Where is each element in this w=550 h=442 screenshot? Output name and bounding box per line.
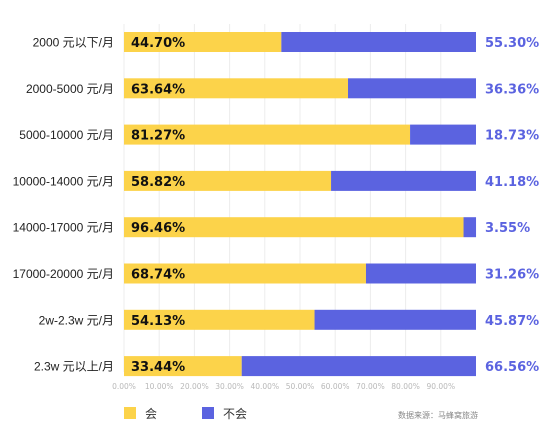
category-label: 5000-10000 元/月 <box>19 128 114 142</box>
bar-no <box>410 124 476 145</box>
x-tick-label: 80.00% <box>391 382 420 391</box>
data-label-yes: 44.70% <box>131 36 185 51</box>
bar-yes <box>124 217 464 238</box>
data-label-yes: 58.82% <box>131 175 185 190</box>
legend: 会 不会 <box>124 407 247 421</box>
category-label: 2000-5000 元/月 <box>26 82 114 96</box>
bar-no <box>281 32 476 52</box>
data-label-no: 45.87% <box>485 314 539 329</box>
bar-yes <box>124 356 242 377</box>
x-tick-label: 40.00% <box>250 382 279 391</box>
category-label: 2.3w 元以上/月 <box>34 360 114 374</box>
bar-no <box>331 170 476 191</box>
data-label-yes: 68.74% <box>131 268 185 283</box>
data-label-yes: 33.44% <box>131 360 185 375</box>
bar-no <box>365 263 476 284</box>
x-tick-label: 90.00% <box>426 382 455 391</box>
data-label-yes: 63.64% <box>131 82 185 97</box>
bar-yes <box>124 32 282 52</box>
bar-yes <box>124 78 349 99</box>
bar-no <box>348 78 476 99</box>
data-label-no: 41.18% <box>485 175 539 190</box>
data-label-yes: 54.13% <box>131 314 185 329</box>
bar-yes <box>124 263 366 284</box>
category-label: 2w-2.3w 元/月 <box>39 313 114 327</box>
x-tick-label: 30.00% <box>215 382 244 391</box>
bars <box>124 32 477 377</box>
data-label-no: 66.56% <box>485 360 539 375</box>
category-label: 17000-20000 元/月 <box>13 267 114 281</box>
x-tick-label: 50.00% <box>286 382 315 391</box>
legend-swatch-no <box>202 407 214 419</box>
data-label-yes: 96.46% <box>131 221 185 236</box>
bar-yes <box>124 309 315 330</box>
data-label-no: 36.36% <box>485 82 539 97</box>
x-tick-label: 0.00% <box>112 382 136 391</box>
bar-no <box>241 356 476 377</box>
bar-yes <box>124 124 411 145</box>
bar-no <box>463 217 477 238</box>
bar-no <box>314 309 476 330</box>
x-tick-label: 10.00% <box>145 382 174 391</box>
category-label: 10000-14000 元/月 <box>13 174 114 188</box>
legend-label-yes: 会 <box>145 407 157 421</box>
x-axis-ticks: 0.00% 10.00% 20.00% 30.00% 40.00% 50.00% 60.00… <box>112 382 455 391</box>
data-label-no: 18.73% <box>485 129 539 144</box>
bar-yes <box>124 170 332 191</box>
data-label-no: 3.55% <box>485 221 530 236</box>
data-label-no: 31.26% <box>485 268 539 283</box>
labels: 2000 元以下/月 44.70% 55.30% 2000-5000 元/月 63.64… <box>13 36 540 376</box>
x-tick-label: 70.00% <box>356 382 385 391</box>
source-note: 数据来源：马蜂窝旅游 <box>398 410 478 420</box>
x-tick-label: 60.00% <box>321 382 350 391</box>
data-label-no: 55.30% <box>485 36 539 51</box>
legend-swatch-yes <box>124 407 136 419</box>
data-label-yes: 81.27% <box>131 129 185 144</box>
category-label: 2000 元以下/月 <box>33 36 114 50</box>
category-label: 14000-17000 元/月 <box>13 221 114 235</box>
x-tick-label: 20.00% <box>180 382 209 391</box>
legend-label-no: 不会 <box>223 407 247 421</box>
